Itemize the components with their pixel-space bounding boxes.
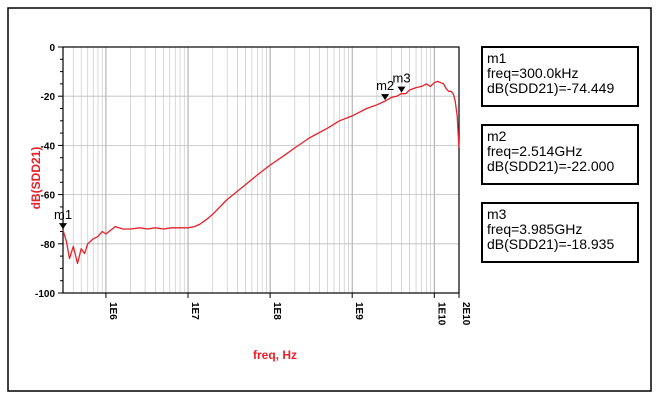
x-tick-label: 2E10 bbox=[460, 302, 471, 326]
y-tick-label: -100 bbox=[35, 289, 55, 300]
marker-readout-value: dB(SDD21)=-22.000 bbox=[487, 158, 615, 174]
x-tick-label: 1E9 bbox=[353, 302, 364, 320]
y-tick-labels: 0 -20 -40 -60 -80 -100 bbox=[35, 43, 55, 300]
marker-triangle bbox=[59, 223, 67, 230]
marker-label: m3 bbox=[392, 71, 410, 86]
marker-readout-m1: m1 freq=300.0kHz dB(SDD21)=-74.449 bbox=[481, 46, 639, 107]
y-axis-label: dB(SDD21) bbox=[29, 147, 43, 210]
y-tick-label: -60 bbox=[41, 191, 56, 202]
marker-label: m2 bbox=[376, 78, 394, 93]
marker-triangle bbox=[381, 94, 390, 101]
marker-readout-name: m1 bbox=[487, 50, 507, 66]
plot-grid bbox=[63, 47, 459, 293]
marker-readout-name: m3 bbox=[487, 206, 507, 222]
x-tick-label: 1E7 bbox=[189, 302, 200, 320]
x-tick-label: 1E8 bbox=[271, 302, 282, 320]
marker-readout-freq: freq=300.0kHz bbox=[487, 65, 579, 81]
marker-label: m1 bbox=[54, 207, 72, 222]
marker-readout-freq: freq=3.985GHz bbox=[487, 221, 583, 237]
marker-triangle bbox=[397, 86, 406, 93]
marker-readout-value: dB(SDD21)=-74.449 bbox=[487, 80, 615, 96]
x-tick-label: 1E6 bbox=[107, 302, 118, 320]
x-tick-label: 1E10 bbox=[435, 302, 446, 326]
marker-readout-value: dB(SDD21)=-18.935 bbox=[487, 236, 615, 252]
y-tick-label: 0 bbox=[49, 43, 55, 54]
y-tick-label: -80 bbox=[41, 240, 56, 251]
marker-readout-name: m2 bbox=[487, 128, 507, 144]
marker-readout-freq: freq=2.514GHz bbox=[487, 143, 583, 159]
y-tick-label: -20 bbox=[41, 92, 56, 103]
marker-readout-m2: m2 freq=2.514GHz dB(SDD21)=-22.000 bbox=[481, 124, 639, 185]
x-axis-label: freq, Hz bbox=[253, 348, 297, 362]
x-tick-labels: 1E6 1E7 1E8 1E9 1E10 2E10 bbox=[107, 302, 471, 326]
axis-ticks bbox=[58, 46, 460, 298]
marker-readout-m3: m3 freq=3.985GHz dB(SDD21)=-18.935 bbox=[481, 202, 639, 263]
y-tick-label: -40 bbox=[41, 141, 56, 152]
sdd21-curve bbox=[62, 80, 460, 265]
